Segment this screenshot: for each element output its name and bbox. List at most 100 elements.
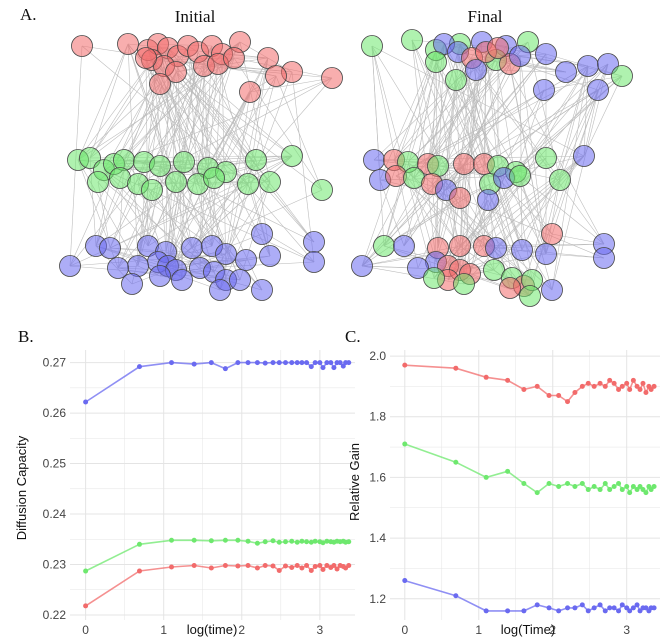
relative-gain-chart: 1.2 1.4 1.6 1.8 2.0 0 1 2 3 log(Time) Relative … [347,349,660,637]
chart-c-y-ticks: 1.2 1.4 1.6 1.8 2.0 [369,349,386,606]
data-point-red [270,563,276,569]
data-point-red [616,386,622,392]
data-point-blue [328,360,334,366]
data-point-red [630,377,636,383]
data-point-blue [534,602,540,608]
network-edge [463,163,471,275]
data-point-green [483,474,489,480]
chart-b-series [83,360,352,609]
network-edge [181,171,227,281]
network-edge [583,89,599,157]
network-edge [167,47,293,157]
network-node [519,285,541,307]
data-point-red [312,564,318,570]
network-node [449,187,471,209]
data-point-red [624,380,630,386]
network-edge [97,181,111,249]
series-line-blue [404,579,655,613]
data-point-green [616,480,622,486]
data-point-red [505,377,511,383]
data-point-red [619,383,625,389]
data-point-blue [299,360,305,366]
network-edge [509,63,547,255]
network-node [203,167,225,189]
network-edge [203,65,213,247]
y-tick-label: 2.0 [369,349,386,363]
data-point-blue [585,608,591,614]
data-point-blue [651,605,657,611]
data-point-green [546,480,552,486]
data-point-red [334,566,340,572]
network-node [485,237,507,259]
network-node [541,279,563,301]
data-point-blue [611,605,617,611]
network-edge [411,39,437,263]
network-node [321,67,343,89]
network-edge [519,175,553,291]
network-edge [371,45,585,157]
data-point-green [611,484,617,490]
network-node [251,223,273,245]
y-tick-label: 0.22 [43,608,67,622]
data-point-green [289,538,295,544]
network-edge [551,63,609,291]
network-edge [77,43,129,161]
data-point-green [619,487,625,493]
chart-c-x-ticks: 0 1 2 3 [401,623,630,637]
data-point-green [534,490,540,496]
data-point-red [597,380,603,386]
network-edge [519,175,547,255]
data-point-green [572,484,578,490]
data-point-green [191,537,197,543]
data-point-blue [579,602,585,608]
network-node [303,231,325,253]
network-edge [413,177,461,247]
network-node [257,47,279,69]
data-point-green [262,539,268,545]
network-node [79,147,101,169]
network-node [209,279,231,301]
network-edge [497,47,605,245]
network-edge [97,181,149,247]
network-node [555,61,577,83]
network-edge [583,75,623,157]
data-point-green [579,480,585,486]
data-point-blue [591,605,597,611]
network-node [113,149,135,171]
network-node [363,149,385,171]
data-point-blue [505,608,511,614]
data-point-red [637,386,643,392]
network-node [259,245,281,267]
data-point-red [299,565,305,571]
final-network-nodes [351,29,633,307]
network-edge [459,199,489,271]
initial-title: Initial [175,7,216,26]
network-node [265,65,287,87]
data-point-blue [331,365,337,371]
network-node [477,189,499,211]
network-node [149,265,171,287]
data-point-green [208,538,214,544]
data-point-green [270,538,276,544]
data-point-green [304,539,310,545]
network-node [351,255,373,277]
data-point-red [289,565,295,571]
network-edge [225,91,251,255]
network-node [259,171,281,193]
network-edge [469,177,505,275]
x-tick-label: 1 [475,623,482,637]
network-edge [233,57,323,191]
network-node [235,249,257,271]
network-edge [543,75,623,91]
data-point-blue [340,363,346,369]
data-point-red [556,393,562,399]
x-tick-label: 1 [160,623,167,637]
data-point-red [521,386,527,392]
data-point-green [276,539,282,545]
network-edge [519,55,547,255]
data-point-blue [308,364,314,370]
data-point-red [169,564,175,570]
y-tick-label: 0.27 [43,356,67,370]
data-point-blue [565,605,571,611]
